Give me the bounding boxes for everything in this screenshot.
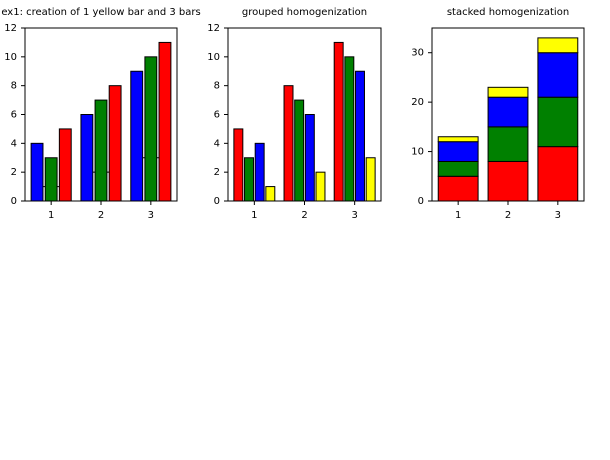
- bar-segment: [437, 141, 479, 162]
- y-tick-label: 8: [214, 81, 220, 92]
- bar-segment: [537, 37, 579, 54]
- bar: [265, 186, 276, 202]
- y-tick-label: 4: [11, 138, 17, 149]
- bar: [233, 128, 244, 202]
- bar-segment: [487, 96, 529, 128]
- y-tick-label: 10: [207, 52, 220, 63]
- x-tick-label: 2: [98, 210, 104, 221]
- bar: [58, 128, 72, 202]
- chart-title: stacked homogenization: [447, 7, 569, 18]
- x-tick-label: 2: [301, 210, 307, 221]
- bar-segment: [487, 86, 529, 98]
- y-tick-label: 12: [4, 23, 17, 34]
- bar: [344, 56, 355, 202]
- y-tick-label: 20: [411, 97, 424, 108]
- bar: [44, 157, 58, 202]
- y-tick-label: 0: [418, 196, 424, 207]
- bar: [365, 157, 376, 202]
- y-tick-label: 6: [214, 110, 220, 121]
- y-tick-label: 4: [214, 138, 220, 149]
- y-tick-label: 10: [4, 52, 17, 63]
- bar: [244, 157, 254, 202]
- bar: [94, 99, 108, 202]
- y-tick-label: 0: [11, 196, 17, 207]
- bar-segment: [487, 126, 529, 162]
- y-tick-label: 8: [11, 81, 17, 92]
- y-tick-label: 2: [11, 167, 17, 178]
- bar-segment: [437, 136, 479, 143]
- x-tick-label: 3: [555, 210, 561, 221]
- x-tick-label: 3: [148, 210, 154, 221]
- bar: [30, 142, 44, 202]
- bar: [355, 70, 365, 202]
- y-tick-label: 10: [411, 147, 424, 158]
- bar-segment: [437, 175, 479, 202]
- x-tick-label: 1: [251, 210, 257, 221]
- bar: [254, 142, 265, 202]
- y-tick-label: 6: [11, 110, 17, 121]
- chart-title: grouped homogenization: [242, 7, 367, 18]
- bar-segment: [537, 146, 579, 202]
- x-tick-label: 2: [505, 210, 511, 221]
- bar-segment: [537, 52, 579, 98]
- bar: [108, 85, 122, 202]
- bar: [294, 99, 305, 202]
- chart-title: ex1: creation of 1 yellow bar and 3 bars: [1, 7, 200, 18]
- y-tick-label: 0: [214, 196, 220, 207]
- x-tick-label: 1: [455, 210, 461, 221]
- bar: [130, 70, 144, 202]
- bar: [80, 114, 94, 202]
- x-tick-label: 1: [48, 210, 54, 221]
- bar-segment: [437, 160, 479, 177]
- bar-segment: [537, 96, 579, 148]
- bar: [315, 171, 326, 202]
- x-tick-label: 3: [351, 210, 357, 221]
- bar-segment: [487, 160, 529, 202]
- bar: [283, 85, 294, 202]
- y-tick-label: 30: [411, 48, 424, 59]
- bar: [144, 56, 158, 202]
- bar: [304, 114, 315, 202]
- y-tick-label: 12: [207, 23, 220, 34]
- bar: [158, 41, 172, 202]
- bar: [333, 41, 344, 202]
- y-tick-label: 2: [214, 167, 220, 178]
